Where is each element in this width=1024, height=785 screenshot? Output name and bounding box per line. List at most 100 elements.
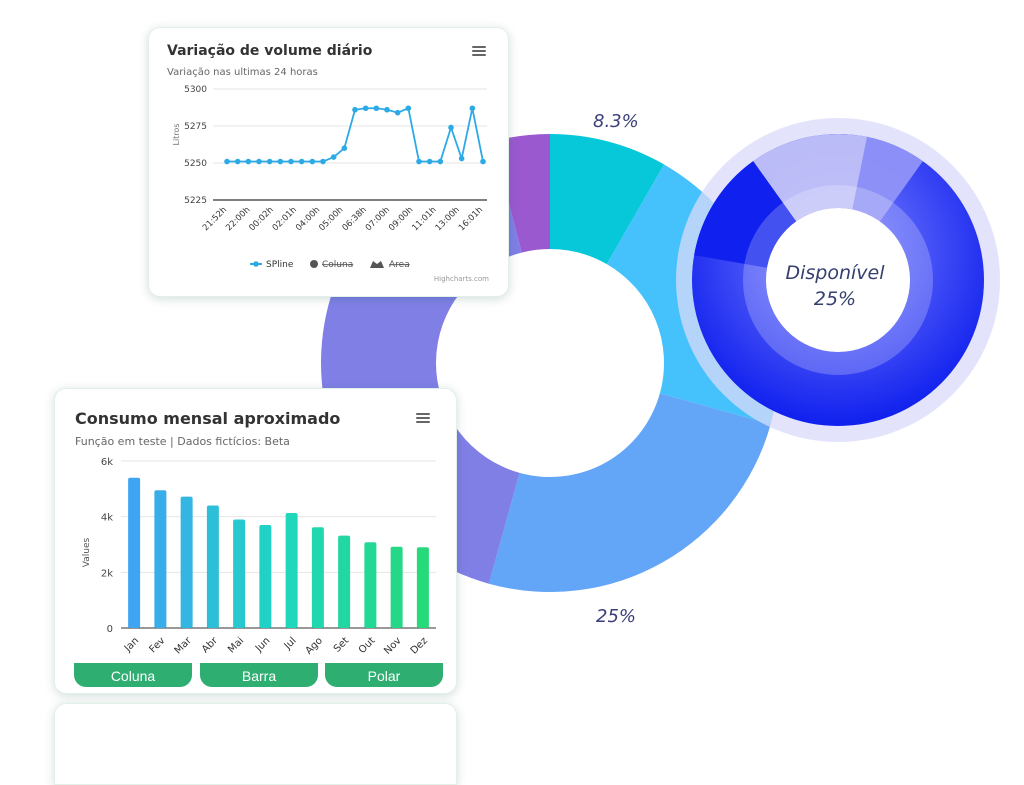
x-tick-label: 06:38h [341, 205, 369, 233]
data-point [320, 158, 326, 165]
data-point [277, 158, 284, 165]
data-point [469, 105, 476, 112]
bar-abr [206, 505, 219, 628]
next-card-partial [54, 703, 457, 785]
data-point [224, 158, 230, 165]
availability-gauge [676, 118, 1000, 442]
gauge-label: Disponível 25% [770, 260, 900, 312]
bar-dez [416, 547, 429, 628]
bar-fev [154, 490, 167, 628]
y-tick-label: 5275 [184, 122, 207, 132]
x-tick-label: Nov [382, 635, 404, 657]
legend-column-label: Coluna [322, 260, 353, 270]
x-tick-label: Abr [200, 635, 221, 656]
tab-barra[interactable]: Barra [200, 663, 318, 687]
bar-ago [311, 527, 324, 628]
data-point [266, 158, 273, 165]
x-tick-label: 11:01h [410, 205, 438, 233]
x-tick-label: 22:00h [224, 205, 252, 233]
x-tick-label: 05:00h [317, 205, 345, 233]
y-tick-label: 5300 [184, 85, 207, 95]
bar-jan [128, 477, 141, 628]
gauge-value-text: 25% [813, 288, 857, 310]
legend-spline-label: SPline [266, 260, 294, 270]
bar-mar [180, 496, 193, 628]
x-tick-label: Out [357, 635, 378, 656]
data-point [298, 158, 305, 165]
bar-set [338, 535, 351, 628]
monthly-consumption-bar-chart: 0 2k 4k 6k Values Jan Fev Mar Abr Mai Jun Jul Ago Set… [82, 457, 436, 657]
data-point [373, 105, 380, 112]
tab-coluna[interactable]: Coluna [74, 663, 192, 687]
data-point [448, 124, 454, 131]
daily-volume-line-chart: 5225 5250 5275 5300 Litros 21:52h22:00h00:02h… [172, 85, 489, 283]
card-title: Variação de volume diário [167, 43, 373, 59]
card-subtitle: Função em teste | Dados fictícios: Beta [75, 435, 290, 448]
y-tick-label: 0 [107, 624, 113, 635]
x-tick-label: 04:00h [294, 205, 322, 233]
data-point [384, 106, 390, 113]
bar-out [364, 542, 377, 628]
data-point [352, 106, 358, 113]
legend-area-label: Area [389, 260, 410, 270]
data-point [234, 158, 241, 165]
x-tick-label: Jan [122, 635, 141, 654]
x-tick-label: Mai [226, 635, 246, 655]
x-tick-label: Ago [304, 635, 325, 656]
y-axis-title: Litros [172, 124, 181, 146]
donut-slice-1 [550, 134, 665, 265]
y-tick-label: 2k [101, 568, 113, 579]
x-tick-label: 00:02h [247, 205, 275, 233]
y-tick-label: 4k [101, 513, 113, 524]
credit-label: Highcharts.com [434, 275, 489, 283]
y-axis-title: Values [82, 537, 92, 567]
donut-label-bottom: 25% [596, 606, 637, 627]
data-point [309, 158, 316, 165]
x-tick-label: 09:00h [387, 205, 415, 233]
data-point [437, 158, 444, 165]
bar-nov [390, 546, 403, 628]
x-tick-label: Set [332, 635, 351, 654]
y-tick-label: 6k [101, 457, 113, 468]
data-point [458, 155, 465, 162]
data-point [362, 105, 369, 112]
x-tick-label: Fev [147, 635, 167, 655]
gauge-label-text: Disponível [785, 262, 885, 284]
card-subtitle: Variação nas ultimas 24 horas [167, 67, 318, 78]
y-tick-label: 5250 [184, 159, 207, 169]
data-point [341, 145, 348, 151]
line-series [227, 107, 484, 163]
gauge-highlight-segment [852, 136, 923, 222]
bar-mai [233, 519, 246, 628]
tab-polar[interactable]: Polar [325, 663, 443, 687]
x-tick-label: Dez [409, 635, 430, 656]
menu-icon[interactable] [472, 46, 486, 56]
data-point [405, 105, 412, 112]
monthly-consumption-card: Consumo mensal aproximado Função em test… [54, 388, 457, 694]
data-point [394, 109, 401, 116]
menu-icon[interactable] [416, 413, 430, 423]
daily-volume-card: Variação de volume diário Variação nas u… [148, 27, 509, 297]
data-point [245, 158, 252, 165]
data-point [426, 158, 433, 165]
donut-slice-3 [488, 393, 771, 592]
y-tick-label: 5225 [184, 196, 207, 206]
x-tick-label: Jun [253, 635, 273, 655]
data-point [256, 158, 262, 165]
legend-area-marker [370, 261, 384, 268]
data-point [416, 158, 422, 165]
gauge-dark-segment [694, 161, 797, 268]
x-tick-label: Mar [173, 635, 195, 657]
data-point [480, 158, 486, 165]
x-tick-label: 16:01h [457, 205, 485, 233]
gauge-center [766, 208, 910, 352]
x-tick-label: Jul [282, 635, 299, 652]
legend-column-marker [310, 260, 318, 268]
bar-jun [259, 525, 272, 628]
data-point [330, 154, 337, 160]
data-point [288, 158, 294, 165]
bar-jul [285, 513, 298, 628]
legend-spline-marker [253, 261, 259, 267]
x-tick-label: 02:01h [271, 205, 299, 233]
donut-label-top: 8.3% [593, 111, 639, 132]
